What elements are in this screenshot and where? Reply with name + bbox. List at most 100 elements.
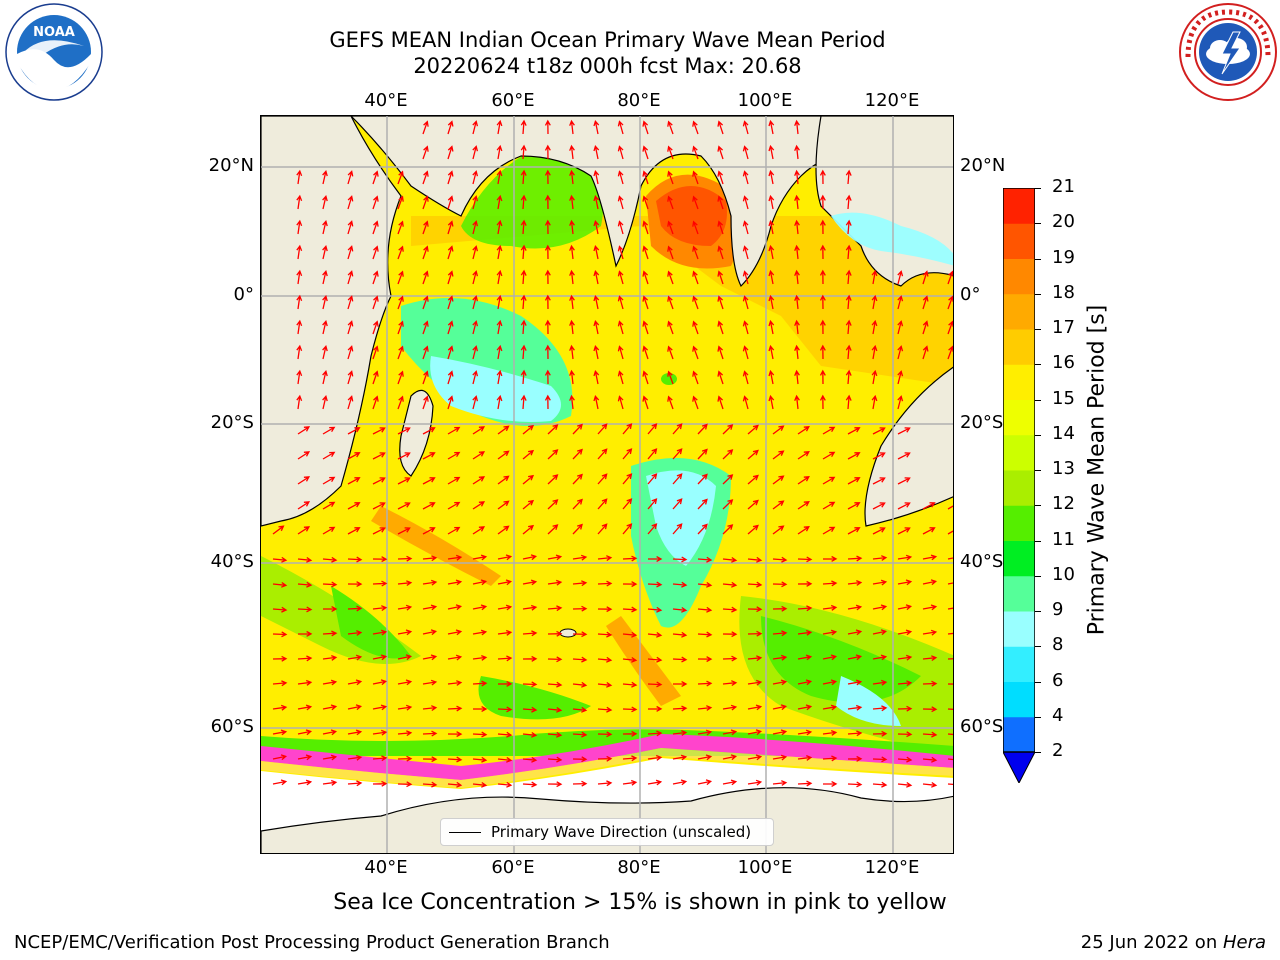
- wave-arrow: [667, 270, 674, 285]
- wave-arrow: [692, 145, 699, 160]
- wave-arrow: [544, 369, 551, 385]
- wave-arrow: [347, 452, 361, 460]
- wave-arrow: [772, 729, 788, 736]
- wave-arrow: [797, 780, 813, 787]
- wave-arrow: [497, 450, 510, 460]
- wave-arrow: [397, 245, 404, 260]
- wave-arrow: [572, 731, 588, 738]
- wave-arrow: [697, 606, 713, 613]
- wave-arrow: [372, 679, 388, 686]
- wave-arrow: [794, 269, 800, 285]
- wave-arrow: [372, 220, 379, 235]
- wave-arrow: [617, 345, 624, 360]
- wave-arrow: [297, 729, 313, 736]
- wave-arrow: [347, 605, 363, 612]
- colorbar-tick-mark: [1035, 258, 1041, 260]
- wave-arrow: [572, 423, 583, 435]
- wave-arrow: [642, 220, 649, 235]
- wave-arrow: [647, 730, 663, 737]
- wave-arrow: [697, 473, 708, 485]
- wave-arrow: [297, 630, 313, 637]
- wave-arrow: [372, 427, 386, 435]
- wave-arrow: [819, 294, 826, 310]
- colorbar-tick-label: 4: [1052, 704, 1064, 726]
- wave-arrow: [347, 345, 354, 360]
- lon-label-top-60E: 60°E: [491, 90, 535, 111]
- wave-arrow: [322, 754, 338, 761]
- wave-arrow: [897, 395, 904, 410]
- wave-arrow: [372, 170, 379, 185]
- wave-arrow: [819, 319, 826, 335]
- wave-arrow: [772, 525, 785, 535]
- wave-arrow: [697, 729, 713, 736]
- wave-arrow: [672, 523, 683, 535]
- wave-arrow: [922, 655, 938, 662]
- wave-arrow: [472, 604, 488, 611]
- wave-arrow: [947, 783, 953, 786]
- wave-arrow: [647, 656, 663, 663]
- map-panel: [260, 115, 954, 854]
- wave-arrow: [572, 580, 588, 587]
- wave-arrow: [372, 370, 379, 385]
- wave-arrow: [872, 781, 888, 788]
- wave-arrow: [692, 370, 699, 385]
- wave-arrow: [520, 344, 527, 360]
- wave-arrow: [272, 556, 288, 563]
- wave-arrow: [322, 556, 338, 563]
- wave-arrow: [472, 120, 479, 135]
- australia-land: [864, 366, 953, 527]
- wave-arrow: [947, 607, 953, 610]
- wave-arrow: [497, 579, 513, 586]
- wave-arrow: [397, 295, 404, 310]
- wave-arrow: [947, 708, 953, 710]
- lat-label-left-40S: 40°S: [210, 551, 254, 572]
- wave-arrow: [742, 320, 749, 335]
- wave-arrow: [797, 605, 813, 612]
- colorbar-tick-mark: [1035, 611, 1041, 612]
- wave-arrow: [347, 195, 354, 210]
- colorbar-tick-mark: [1035, 752, 1041, 753]
- wave-arrow: [497, 425, 510, 435]
- wave-arrow: [768, 194, 775, 210]
- wave-arrow: [847, 579, 863, 586]
- wave-arrow: [372, 556, 388, 563]
- wave-arrow: [447, 426, 461, 435]
- wave-arrow: [497, 756, 513, 763]
- wave-arrow: [397, 220, 404, 235]
- wave-arrow: [845, 194, 852, 210]
- wave-arrow: [569, 319, 575, 335]
- wave-arrow: [472, 270, 479, 285]
- wave-arrow: [947, 733, 953, 736]
- date-text: 25 Jun 2022 on Hera: [1081, 932, 1266, 953]
- wave-arrow: [845, 344, 852, 360]
- colorbar-tick-mark: [1035, 575, 1041, 577]
- wave-arrow: [297, 606, 313, 613]
- wave-arrow: [747, 606, 763, 613]
- wave-arrow: [617, 120, 624, 135]
- noaa-logo: NOAA: [5, 3, 103, 101]
- lon-label-top-80E: 80°E: [617, 90, 661, 111]
- wave-arrow: [897, 502, 911, 510]
- wave-arrow: [472, 345, 479, 360]
- wave-arrow: [272, 581, 288, 588]
- wave-arrow: [897, 477, 911, 485]
- wave-arrow: [794, 369, 800, 385]
- wave-arrow: [797, 476, 810, 485]
- wave-arrow: [697, 656, 713, 663]
- wave-arrow: [617, 295, 624, 310]
- wave-arrow: [672, 498, 683, 510]
- wave-arrow: [347, 170, 354, 185]
- wave-arrow: [547, 605, 563, 612]
- wave-arrow: [520, 219, 527, 235]
- wave-arrow: [447, 756, 463, 763]
- wave-arrow: [747, 679, 763, 686]
- wave-arrow: [422, 145, 429, 160]
- green-belt-sw-inner: [331, 586, 411, 659]
- colorbar-bin: [1003, 681, 1035, 718]
- wave-arrow: [747, 424, 759, 435]
- wave-arrow: [845, 294, 852, 310]
- colorbar: [1003, 188, 1035, 783]
- legend-line-icon: [449, 832, 481, 833]
- wave-arrow: [794, 219, 800, 235]
- wave-arrow: [447, 345, 454, 360]
